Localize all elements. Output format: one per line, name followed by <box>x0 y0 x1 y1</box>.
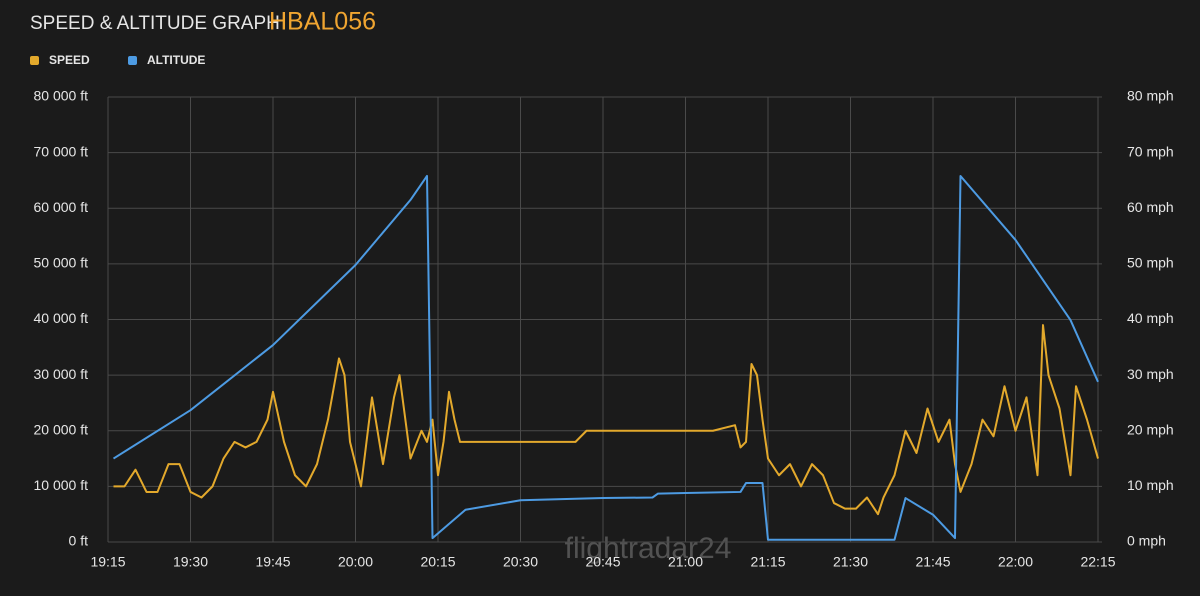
chart-subtitle: HBAL056 <box>269 8 376 36</box>
y2-tick-label: 70 mph <box>1127 143 1174 159</box>
y2-tick-label: 50 mph <box>1127 255 1174 271</box>
y2-tick-label: 30 mph <box>1127 366 1174 382</box>
legend-label: SPEED <box>49 53 90 67</box>
y-tick-label: 10 000 ft <box>34 477 89 493</box>
x-tick-label: 19:45 <box>255 554 290 570</box>
y-tick-label: 50 000 ft <box>34 255 89 271</box>
y-tick-label: 0 ft <box>69 533 89 549</box>
y-tick-label: 60 000 ft <box>34 199 89 215</box>
legend-label: ALTITUDE <box>147 53 205 67</box>
y2-tick-label: 60 mph <box>1127 199 1174 215</box>
y2-tick-label: 0 mph <box>1127 533 1166 549</box>
y-tick-label: 80 000 ft <box>34 88 89 104</box>
y-tick-label: 30 000 ft <box>34 366 89 382</box>
x-tick-label: 21:45 <box>915 554 950 570</box>
watermark: flightradar24 <box>565 532 732 565</box>
y-tick-label: 70 000 ft <box>34 143 89 159</box>
chart-title: SPEED & ALTITUDE GRAPH <box>30 13 280 34</box>
x-tick-label: 22:15 <box>1080 554 1115 570</box>
legend-marker <box>30 56 39 65</box>
y-tick-label: 40 000 ft <box>34 310 89 326</box>
x-tick-label: 19:15 <box>90 554 125 570</box>
x-tick-label: 20:45 <box>585 554 620 570</box>
y2-tick-label: 80 mph <box>1127 88 1174 104</box>
series-line <box>112 174 1099 541</box>
x-tick-label: 22:00 <box>998 554 1033 570</box>
y2-tick-label: 10 mph <box>1127 477 1174 493</box>
x-tick-label: 21:30 <box>833 554 868 570</box>
x-tick-label: 21:15 <box>750 554 785 570</box>
x-tick-label: 21:00 <box>668 554 703 570</box>
x-tick-label: 20:15 <box>420 554 455 570</box>
x-tick-label: 19:30 <box>173 554 208 570</box>
x-tick-label: 20:30 <box>503 554 538 570</box>
x-tick-label: 20:00 <box>338 554 373 570</box>
y2-tick-label: 20 mph <box>1127 421 1174 437</box>
y-tick-label: 20 000 ft <box>34 421 89 437</box>
legend-marker <box>128 56 137 65</box>
series-line <box>113 324 1099 516</box>
y2-tick-label: 40 mph <box>1127 310 1174 326</box>
